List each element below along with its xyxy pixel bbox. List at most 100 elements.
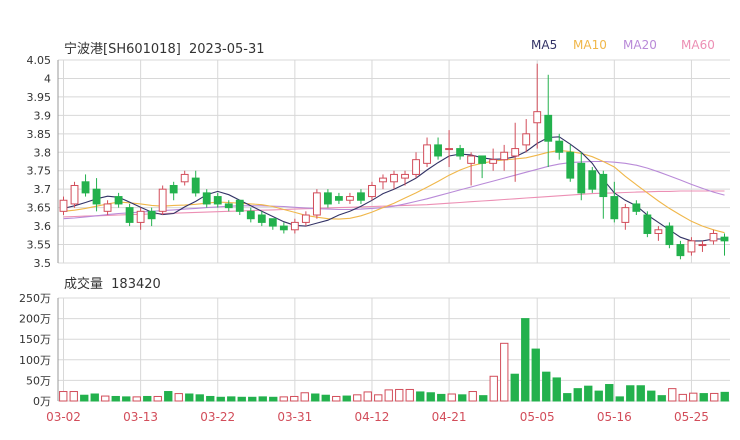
volume-bar: [678, 393, 687, 402]
chart-header: 宁波港[SH601018] 2023-05-31: [64, 38, 265, 57]
price-ytick-label: 3.8: [34, 146, 52, 159]
volume-bar: [521, 318, 530, 402]
volume-bar: [416, 391, 425, 402]
candle-body: [566, 151, 575, 179]
price-ytick-label: 4.05: [27, 54, 52, 67]
candle-body: [213, 196, 222, 205]
volume-bar: [143, 395, 152, 402]
volume-bar: [615, 396, 624, 402]
chart-date: 2023-05-31: [188, 42, 265, 57]
volume-bar: [332, 395, 341, 402]
candle-body: [246, 210, 255, 220]
candle-body: [632, 203, 641, 212]
candle-body: [81, 181, 90, 194]
volume-bar: [122, 396, 131, 402]
legend-ma20-label: MA20: [623, 38, 657, 52]
volume-bar: [710, 392, 719, 402]
volume-bar: [594, 390, 603, 402]
volume-bar: [321, 394, 330, 402]
volume-value: 183420: [111, 277, 161, 292]
candle-body: [577, 162, 586, 194]
volume-bar: [437, 393, 446, 402]
ma10-line: [63, 149, 725, 234]
price-ytick-label: 3.95: [27, 91, 52, 104]
candle-body: [500, 151, 509, 161]
candle-body: [323, 192, 332, 205]
volume-ytick-label: 100万: [19, 354, 51, 367]
candle-body: [368, 184, 376, 198]
candle-body: [114, 196, 123, 205]
candle-body: [665, 225, 674, 246]
candle-body: [59, 199, 68, 212]
candle-body: [621, 207, 630, 223]
volume-ytick-label: 50万: [26, 374, 51, 387]
xtick-label: 03-13: [123, 410, 158, 424]
price-ytick-label: 3.75: [27, 165, 52, 178]
volume-bar: [237, 396, 246, 402]
candle-body: [257, 214, 266, 223]
xtick-label: 03-22: [200, 410, 235, 424]
volume-bar: [342, 395, 351, 402]
candle-body: [412, 159, 420, 175]
candle-body: [687, 240, 696, 253]
candle-body: [379, 177, 387, 183]
volume-bar: [300, 392, 309, 402]
candle-body: [357, 192, 365, 201]
candle-body: [720, 236, 729, 242]
candle-body: [676, 244, 685, 257]
volume-bar: [468, 391, 477, 402]
volume-bar: [405, 388, 414, 402]
volume-bar: [80, 394, 89, 402]
xtick-label: 05-16: [597, 410, 632, 424]
candle-body: [158, 188, 167, 212]
volume-bar: [248, 396, 257, 402]
price-ytick-label: 3.6: [34, 220, 52, 233]
legend-ma60: MA60: [681, 38, 715, 52]
candle-body: [489, 159, 498, 164]
volume-bar: [636, 385, 645, 402]
volume-bar: [384, 389, 393, 402]
xtick-label: 05-25: [674, 410, 709, 424]
candle-body: [147, 210, 156, 220]
price-ytick-label: 3.85: [27, 128, 52, 141]
candle-body: [599, 173, 608, 198]
candle-body: [511, 148, 520, 157]
candle-body: [191, 177, 200, 194]
volume-bar: [311, 393, 320, 402]
volume-ytick-label: 250万: [19, 292, 51, 305]
price-ytick-label: 3.55: [27, 239, 52, 252]
xtick-label: 04-21: [432, 410, 467, 424]
candle-body: [467, 155, 476, 164]
candle-body: [434, 144, 442, 157]
candle-body: [709, 232, 718, 242]
legend-ma20: MA20: [623, 38, 657, 52]
candle-body: [456, 148, 465, 157]
xtick-label: 03-31: [277, 410, 312, 424]
volume-bar: [489, 375, 498, 402]
candle-body: [401, 173, 409, 179]
stock-label: 宁波港[SH601018]: [64, 42, 181, 57]
ma20-line: [63, 160, 725, 220]
volume-bar: [258, 396, 267, 402]
volume-bar: [185, 393, 194, 402]
volume-bar: [479, 395, 488, 402]
volume-bar: [279, 396, 288, 402]
candle-body: [169, 184, 178, 194]
legend-ma5-label: MA5: [531, 38, 558, 52]
volume-bar: [668, 388, 677, 402]
candle-body: [180, 173, 189, 183]
legend-ma60-label: MA60: [681, 38, 715, 52]
candle-body: [478, 155, 487, 164]
candle-body: [423, 144, 431, 164]
volume-bar: [132, 396, 141, 402]
volume-bar: [164, 391, 173, 402]
xtick-label: 05-05: [520, 410, 555, 424]
candle-body: [654, 229, 663, 234]
volume-bar: [542, 371, 551, 402]
volume-bar: [699, 393, 708, 402]
candle-body: [70, 184, 79, 205]
volume-bar: [269, 396, 278, 402]
volume-bar: [573, 388, 582, 402]
